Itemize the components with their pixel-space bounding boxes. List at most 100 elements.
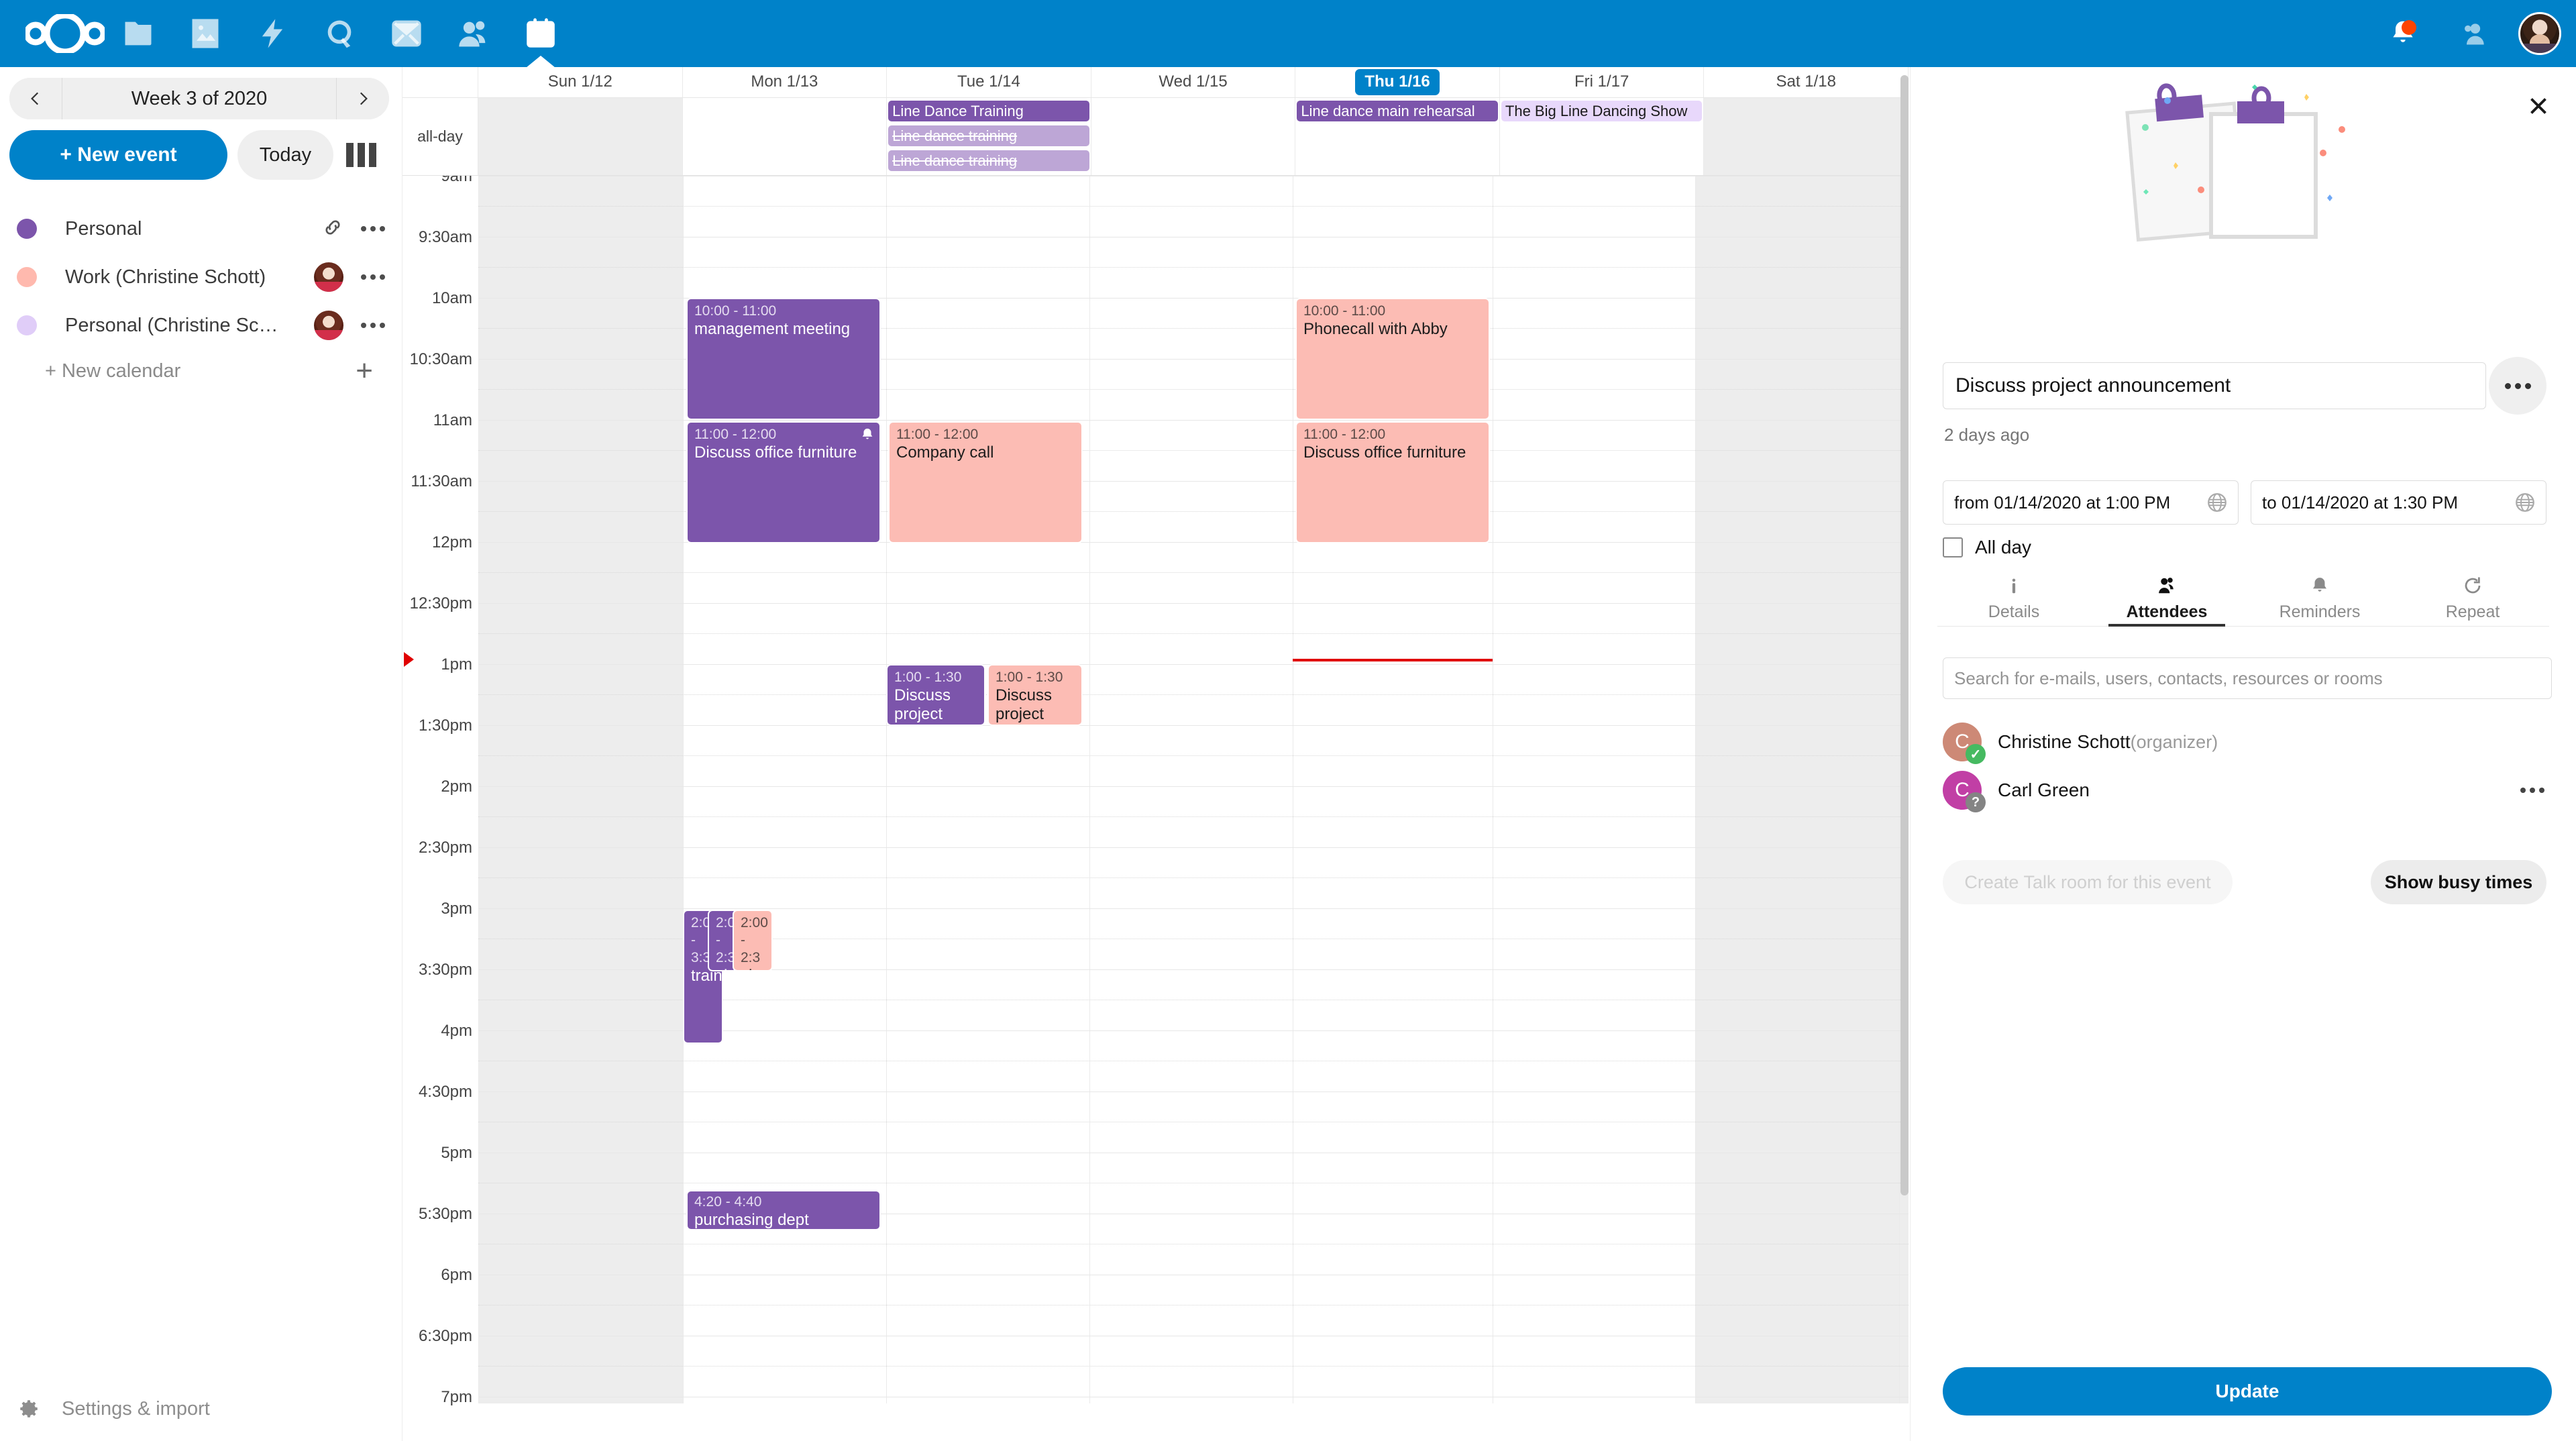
all-day-cell-mon[interactable] <box>683 98 888 175</box>
all-day-event[interactable]: Line dance training <box>888 125 1089 146</box>
grid-vline <box>1089 176 1090 1403</box>
all-day-event[interactable]: Line dance training <box>888 150 1089 171</box>
calendar-list-item-work[interactable]: Work (Christine Schott) <box>0 258 402 297</box>
calendar-vertical-scrollbar[interactable] <box>1900 75 1909 1195</box>
attendees-icon <box>2157 574 2177 597</box>
nextcloud-logo[interactable] <box>23 12 107 55</box>
plus-icon[interactable]: + <box>356 354 373 387</box>
gear-icon <box>20 1400 38 1418</box>
calendar-event[interactable]: 11:00 - 12:00 Discuss office furniture <box>686 421 881 543</box>
end-datetime-field[interactable]: to 01/14/2020 at 1:30 PM <box>2251 480 2546 525</box>
calendar-event[interactable]: 11:00 - 12:00 Company call <box>888 421 1083 543</box>
day-header-thu[interactable]: Thu 1/16 <box>1295 67 1500 97</box>
calendar-icon[interactable] <box>507 0 574 67</box>
avatar[interactable] <box>2518 12 2561 55</box>
files-icon[interactable] <box>105 0 172 67</box>
event-time: 11:00 - 12:00 <box>1303 427 1386 442</box>
contacts-icon[interactable] <box>440 0 507 67</box>
timezone-globe-icon[interactable] <box>2206 491 2229 514</box>
start-datetime-field[interactable]: from 01/14/2020 at 1:00 PM <box>1943 480 2239 525</box>
calendar-event-selected[interactable]: 1:00 - 1:30 Discuss project announcement <box>886 664 985 726</box>
calendar-list-item-personal-shared[interactable]: Personal (Christine Scho... <box>0 306 402 345</box>
event-more-actions-button[interactable] <box>2489 357 2546 415</box>
calendar-event[interactable]: 10:00 - 11:00 management meeting <box>686 298 881 420</box>
tab-repeat[interactable]: Repeat <box>2396 574 2549 626</box>
calendar-event[interactable]: 4:20 - 4:40 purchasing dept <box>686 1190 881 1230</box>
all-day-event[interactable]: The Big Line Dancing Show <box>1501 101 1703 121</box>
settings-and-import-button[interactable]: Settings & import <box>0 1389 402 1429</box>
attendee-search-input[interactable] <box>1943 657 2552 699</box>
bell-icon <box>862 428 873 439</box>
calendar-event[interactable]: 11:00 - 12:00 Discuss office furniture <box>1295 421 1490 543</box>
tab-attendees[interactable]: Attendees <box>2090 574 2243 627</box>
all-day-toggle-row[interactable]: All day <box>1943 537 2031 558</box>
today-button[interactable]: Today <box>237 130 333 180</box>
time-grid-scroll-area[interactable]: 9am 9:30am 10am 10:30am 11am 11:30am 12p… <box>402 176 1909 1441</box>
timezone-globe-icon[interactable] <box>2514 491 2536 514</box>
week-label: Week 3 of 2020 <box>62 78 337 119</box>
event-time: 1:00 - 1:30 <box>996 670 1063 685</box>
all-day-cell-sat[interactable] <box>1704 98 1909 175</box>
day-header-sun[interactable]: Sun 1/12 <box>478 67 683 97</box>
all-day-checkbox[interactable] <box>1943 537 1963 557</box>
all-day-cell-tue[interactable]: Line Dance Training Line dance training … <box>887 98 1091 175</box>
all-day-label: all-day <box>402 98 478 175</box>
event-title: Discuss office furniture <box>694 443 857 462</box>
event-title: check-in <box>716 967 747 970</box>
new-event-button[interactable]: + New event <box>9 130 227 180</box>
event-title-input[interactable] <box>1943 362 2486 409</box>
close-icon[interactable] <box>2520 87 2557 125</box>
calendar-event[interactable]: 10:00 - 11:00 Phonecall with Abby <box>1295 298 1490 420</box>
activity-icon[interactable] <box>239 0 306 67</box>
previous-week-button[interactable] <box>9 78 62 119</box>
attendee-avatar: C ✓ <box>1943 723 1986 764</box>
calendar-more-button[interactable] <box>354 258 392 296</box>
calendar-event[interactable]: 1:00 - 1:30 Discuss project <box>987 664 1083 726</box>
photos-icon[interactable] <box>172 0 239 67</box>
time-label: 12:30pm <box>409 594 472 612</box>
calendar-more-button[interactable] <box>354 210 392 248</box>
notifications-icon[interactable] <box>2372 0 2434 67</box>
current-time-indicator <box>1293 659 1493 661</box>
show-busy-times-button[interactable]: Show busy times <box>2371 860 2546 904</box>
contacts-menu-icon[interactable] <box>2443 0 2505 67</box>
all-day-cell-thu[interactable]: Line dance main rehearsal <box>1295 98 1500 175</box>
event-title: Discuss project <box>996 686 1053 723</box>
all-day-cell-fri[interactable]: The Big Line Dancing Show <box>1500 98 1705 175</box>
tab-label: Attendees <box>2126 602 2208 621</box>
update-button[interactable]: Update <box>1943 1367 2552 1416</box>
all-day-cell-wed[interactable] <box>1091 98 1296 175</box>
tab-reminders[interactable]: Reminders <box>2243 574 2396 626</box>
day-header-fri[interactable]: Fri 1/17 <box>1500 67 1705 97</box>
day-header-mon[interactable]: Mon 1/13 <box>683 67 888 97</box>
event-modified-text: 2 days ago <box>1944 425 2030 445</box>
day-header-tue[interactable]: Tue 1/14 <box>887 67 1091 97</box>
top-navigation-bar <box>0 0 2576 67</box>
attendee-role: (organizer) <box>2130 731 2218 752</box>
mail-icon[interactable] <box>373 0 440 67</box>
event-title: management meeting <box>694 320 851 338</box>
view-switcher-icon[interactable] <box>346 140 378 170</box>
talk-icon[interactable] <box>306 0 373 67</box>
attendee-row[interactable]: C ✓ Christine Schott (organizer) <box>1943 716 2552 767</box>
next-week-button[interactable] <box>337 78 389 119</box>
time-label: 6:30pm <box>418 1327 472 1345</box>
event-tabs: Details Attendees Reminders Repeat <box>1937 574 2549 627</box>
all-day-label: All day <box>1975 537 2032 557</box>
calendar-list-item-personal[interactable]: Personal <box>0 209 402 248</box>
attendee-more-button[interactable] <box>2518 788 2546 793</box>
create-talk-room-button[interactable]: Create Talk room for this event <box>1943 860 2233 904</box>
repeat-icon <box>2463 574 2483 597</box>
attendee-row[interactable]: C ? Carl Green <box>1943 765 2552 816</box>
all-day-cell-sun[interactable] <box>478 98 683 175</box>
all-day-event[interactable]: Line dance main rehearsal <box>1297 101 1498 121</box>
calendar-color-dot <box>17 219 37 239</box>
day-header-sat[interactable]: Sat 1/18 <box>1704 67 1909 97</box>
calendar-event[interactable]: 2:00 - 2:3 check-in <box>733 910 773 971</box>
tab-details[interactable]: Details <box>1937 574 2090 626</box>
calendar-more-button[interactable] <box>354 307 392 344</box>
all-day-event[interactable]: Line Dance Training <box>888 101 1089 121</box>
new-calendar-button[interactable]: + New calendar + <box>0 352 402 390</box>
link-icon[interactable] <box>322 217 343 242</box>
day-header-wed[interactable]: Wed 1/15 <box>1091 67 1296 97</box>
